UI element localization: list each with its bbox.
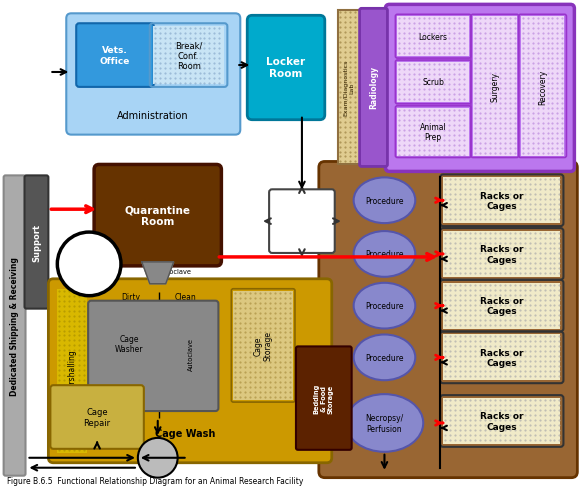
FancyBboxPatch shape [247,16,325,121]
Text: Marshalling: Marshalling [68,348,77,393]
Circle shape [138,438,178,478]
Text: Cage Wash: Cage Wash [155,428,216,438]
Text: Decon: Decon [75,260,104,269]
Text: Racks or
Cages: Racks or Cages [480,348,523,367]
FancyBboxPatch shape [360,9,387,167]
Text: Radiology: Radiology [369,66,378,109]
Bar [57,289,87,453]
Text: Exam/Diagnostics
Lab: Exam/Diagnostics Lab [343,60,354,116]
Text: Vets.
Office: Vets. Office [100,46,130,66]
Text: Cage
Storage: Cage Storage [254,331,273,361]
Bar [153,27,225,85]
FancyBboxPatch shape [296,346,351,450]
Text: Cage
Repair: Cage Repair [83,407,111,427]
Text: Necropsy/
Perfusion: Necropsy/ Perfusion [365,413,404,433]
Text: Clean: Clean [175,293,196,302]
Text: Dedicated Shipping & Receiving: Dedicated Shipping & Receiving [10,257,19,395]
Text: Recovery: Recovery [538,69,547,104]
Text: Quarantine
Room: Quarantine Room [124,205,190,226]
Ellipse shape [354,232,415,277]
Text: Lockers: Lockers [419,33,448,41]
Text: Figure B.6.5  Functional Relationship Diagram for an Animal Research Facility: Figure B.6.5 Functional Relationship Dia… [6,476,303,485]
Text: Bedding
& Food
Storage: Bedding & Food Storage [314,383,334,413]
Text: Support: Support [32,224,41,262]
Text: Scrub: Scrub [422,78,444,87]
Circle shape [57,233,121,296]
Text: Autoclave: Autoclave [188,337,193,370]
Text: Racks or
Cages: Racks or Cages [480,296,523,316]
FancyBboxPatch shape [24,176,49,309]
Text: Waste: Waste [146,453,170,462]
Text: Racks or
Cages: Racks or Cages [480,191,523,210]
Text: Locker
Room: Locker Room [266,57,306,79]
Ellipse shape [354,178,415,224]
Text: Racks or
Cages: Racks or Cages [480,411,523,431]
Text: Administration: Administration [117,110,189,121]
Text: Procedure: Procedure [365,302,404,310]
FancyBboxPatch shape [76,24,154,88]
FancyBboxPatch shape [386,5,574,172]
Text: Dirty: Dirty [122,293,140,302]
Text: Animal
Prep: Animal Prep [420,122,446,142]
Bar [521,17,565,156]
FancyBboxPatch shape [88,301,218,411]
FancyBboxPatch shape [50,386,144,449]
Bar [443,398,560,444]
Bar [397,108,469,156]
FancyBboxPatch shape [49,279,332,463]
Text: Racks or
Cages: Racks or Cages [480,245,523,264]
Text: Procedure: Procedure [365,196,404,205]
Bar [443,335,560,381]
Ellipse shape [346,394,423,452]
Bar [397,63,469,102]
FancyBboxPatch shape [269,190,335,253]
Ellipse shape [354,335,415,381]
Bar [338,11,360,165]
Text: Break/
Conf.
Room: Break/ Conf. Room [175,41,202,71]
Bar [443,283,560,329]
Bar [443,178,560,224]
Text: Procedure: Procedure [365,353,404,362]
Text: Cage
Washer: Cage Washer [115,334,143,353]
Text: Autoclave: Autoclave [159,268,192,274]
Polygon shape [142,263,174,284]
Ellipse shape [354,283,415,329]
FancyBboxPatch shape [3,176,25,476]
Bar [233,291,293,400]
Text: Procedure: Procedure [365,250,404,259]
FancyBboxPatch shape [66,14,240,135]
Text: Surgery: Surgery [490,72,499,102]
Text: Barrier
Control
Point: Barrier Control Point [290,212,314,232]
FancyBboxPatch shape [319,162,577,478]
Bar [397,17,469,57]
FancyBboxPatch shape [94,165,221,266]
Bar [338,11,360,165]
Bar [443,232,560,277]
Bar [473,17,516,156]
